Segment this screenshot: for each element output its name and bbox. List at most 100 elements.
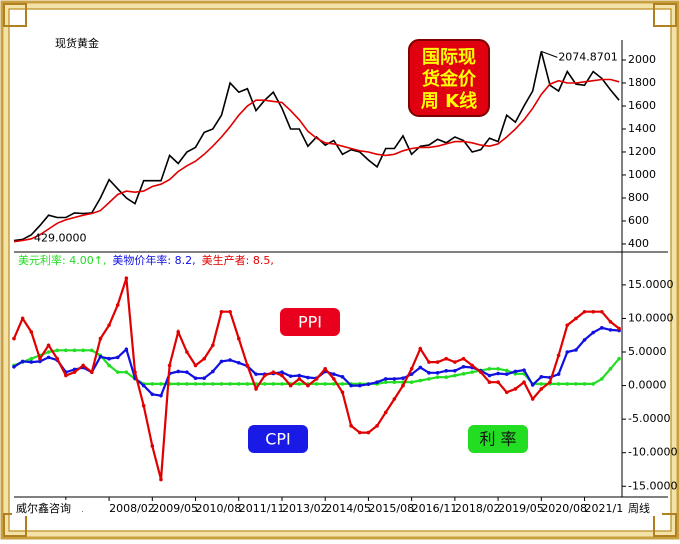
- period-bg: [626, 500, 662, 516]
- annotation: 429.0000: [34, 232, 87, 245]
- point: [565, 382, 570, 386]
- point: [280, 370, 284, 374]
- point: [332, 372, 336, 376]
- point: [496, 366, 500, 371]
- point: [608, 366, 613, 371]
- point: [349, 424, 353, 428]
- point: [427, 371, 431, 375]
- point: [427, 377, 431, 381]
- point: [591, 309, 595, 314]
- corner: [3, 3, 27, 27]
- point: [453, 373, 457, 378]
- y-tick-label: 15.0000: [628, 278, 674, 291]
- point: [29, 356, 34, 361]
- legend-entry: 美物价年率: 8.2,: [112, 253, 195, 267]
- point: [565, 323, 570, 327]
- point: [591, 330, 595, 335]
- point: [236, 336, 241, 341]
- point: [90, 370, 94, 374]
- point: [20, 316, 25, 321]
- point: [64, 373, 68, 378]
- x-tick-label: 2014/05: [325, 502, 371, 515]
- x-tick-label: 2010/08: [196, 502, 242, 515]
- point: [219, 359, 224, 364]
- point: [574, 348, 578, 352]
- point: [617, 356, 621, 361]
- y-tick-label: 1800: [628, 76, 656, 89]
- point: [383, 377, 388, 381]
- point: [193, 363, 198, 368]
- point: [38, 356, 42, 361]
- point: [185, 350, 189, 354]
- point: [574, 316, 578, 321]
- point: [314, 377, 319, 381]
- point: [254, 387, 258, 391]
- point: [600, 326, 604, 330]
- point: [202, 382, 206, 386]
- point: [435, 375, 440, 379]
- point: [72, 370, 77, 374]
- point: [487, 366, 492, 371]
- y-tick-label: 5.0000: [628, 345, 667, 358]
- point: [582, 309, 587, 314]
- point: [288, 374, 293, 378]
- point: [202, 356, 206, 361]
- point: [280, 382, 284, 386]
- point: [323, 382, 328, 386]
- point: [392, 380, 397, 385]
- point: [29, 360, 34, 364]
- point: [496, 380, 500, 385]
- point: [81, 348, 85, 353]
- point: [574, 382, 578, 386]
- annotation-leader: [541, 50, 558, 58]
- chart-title: 现货黄金: [55, 36, 99, 50]
- point: [383, 410, 388, 415]
- period: 周线: [628, 501, 650, 515]
- point: [375, 380, 379, 385]
- x-tick-label: 2019/05: [498, 502, 544, 515]
- point: [141, 403, 146, 408]
- point: [461, 364, 466, 369]
- label-box: [248, 425, 308, 453]
- point: [383, 380, 388, 385]
- point: [470, 370, 474, 374]
- point: [211, 382, 215, 386]
- x-tick-label: 2008/02: [109, 502, 155, 515]
- point: [418, 378, 423, 383]
- point: [193, 382, 198, 386]
- y-tick-label: 400: [628, 237, 649, 250]
- point: [124, 370, 129, 374]
- point: [107, 363, 111, 368]
- point: [591, 382, 595, 386]
- point: [107, 356, 111, 361]
- point: [530, 397, 535, 401]
- point: [487, 380, 492, 385]
- y-tick-label: 2000: [628, 53, 656, 66]
- point: [288, 383, 293, 388]
- point: [340, 382, 345, 386]
- point: [409, 366, 414, 371]
- point: [159, 382, 163, 386]
- banner-box: [408, 39, 490, 117]
- y-tick-label: 10.0000: [628, 311, 674, 324]
- point: [332, 382, 336, 386]
- point: [340, 390, 345, 395]
- point: [608, 320, 613, 324]
- point: [556, 382, 561, 386]
- point: [504, 390, 509, 395]
- point: [271, 370, 276, 374]
- corner: [653, 3, 677, 27]
- legend-entry: 美生产者: 8.5,: [202, 253, 274, 267]
- point: [115, 355, 120, 360]
- point: [392, 397, 397, 401]
- point: [115, 303, 120, 307]
- point: [271, 382, 276, 386]
- point: [582, 338, 587, 342]
- point: [81, 363, 85, 368]
- point: [202, 376, 206, 380]
- point: [245, 363, 250, 368]
- point: [159, 393, 163, 398]
- banner-text: 国际现: [422, 47, 476, 68]
- point: [556, 372, 561, 376]
